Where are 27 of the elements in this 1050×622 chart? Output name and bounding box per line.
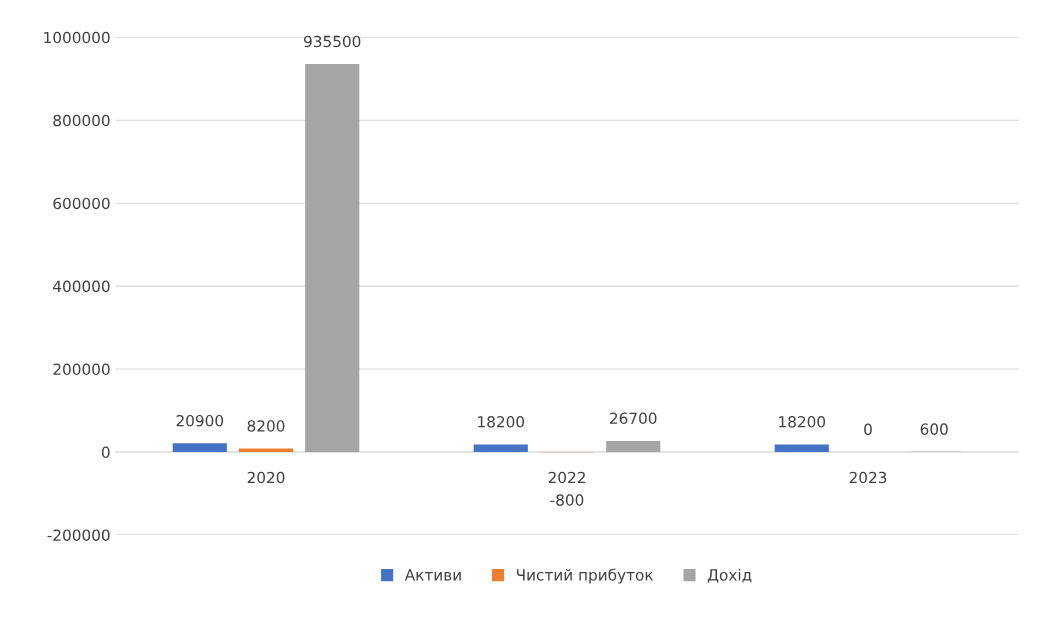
data-label: 18200 [779,416,826,428]
bar [305,64,360,452]
y-tick-label: 1000000 [44,31,110,44]
data-label: 0 [864,423,872,436]
y-tick-label: -200000 [47,529,110,541]
y-tick-label: 200000 [53,363,110,376]
data-label: 26700 [610,412,657,425]
data-label: -800 [550,494,584,506]
data-label: 600 [920,423,948,435]
bar [172,443,227,452]
data-label: 935500 [304,35,361,48]
data-label: 20900 [176,414,224,427]
y-tick-label: 800000 [53,114,110,127]
x-tick-label: 2023 [849,471,887,484]
bar [774,444,829,452]
y-tick-label: 600000 [53,197,110,210]
legend-label: Дохід [707,568,752,583]
legend-label: Чистий прибуток [516,568,654,584]
data-label: 8200 [247,420,285,432]
y-tick-label: 0 [101,446,110,459]
bar [606,440,661,452]
bar [473,444,528,452]
x-tick-label: 2020 [247,471,285,484]
x-tick-label: 2022 [548,471,585,484]
y-tick-label: 400000 [53,280,110,293]
data-label: 18200 [478,416,525,428]
legend-label: Активи [404,569,461,581]
